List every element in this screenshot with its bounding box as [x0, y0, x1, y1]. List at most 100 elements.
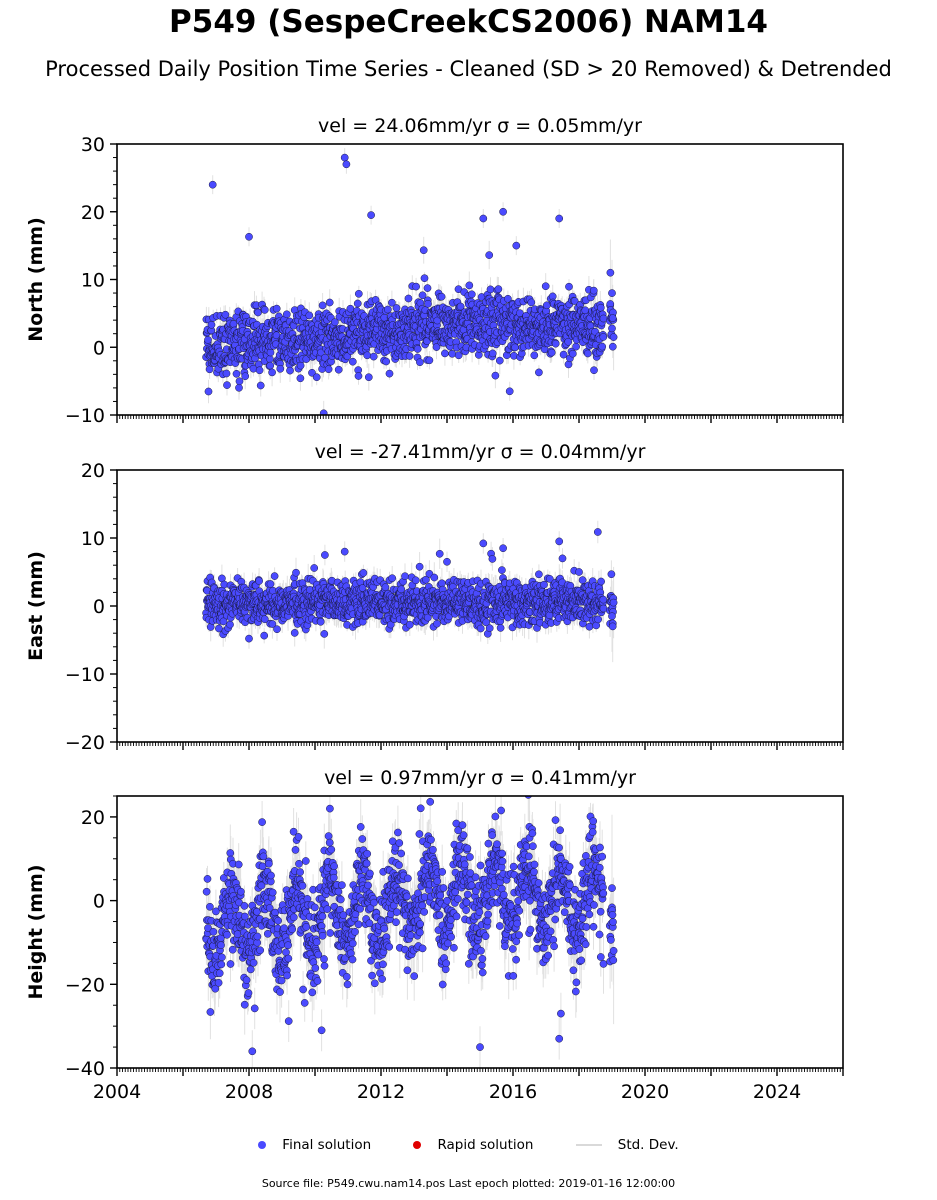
data-point: [570, 297, 579, 305]
data-point: [509, 862, 518, 871]
data-point: [218, 953, 226, 962]
data-point: [556, 826, 564, 835]
data-point: [483, 917, 492, 926]
data-point: [228, 945, 237, 954]
data-point: [321, 551, 329, 559]
data-point: [452, 912, 461, 921]
data-point: [551, 915, 560, 924]
data-point: [478, 954, 487, 963]
data-point: [491, 371, 500, 380]
data-point: [300, 999, 309, 1007]
data-point: [465, 281, 474, 290]
data-point: [245, 232, 253, 241]
data-point: [526, 925, 535, 934]
panel-title: vel = 0.97mm/yr σ = 0.41mm/yr: [324, 767, 636, 789]
data-point: [488, 555, 497, 563]
data-point: [329, 873, 338, 882]
data-point: [511, 343, 519, 352]
data-point: [456, 302, 465, 311]
data-point: [438, 579, 446, 588]
data-point: [418, 901, 427, 910]
data-point: [596, 303, 605, 312]
data-point: [388, 574, 397, 583]
data-point: [214, 978, 223, 987]
data-point: [392, 304, 401, 312]
data-point: [254, 308, 262, 317]
data-point: [203, 875, 212, 883]
data-point: [308, 368, 316, 377]
data-point: [420, 274, 429, 283]
data-point: [609, 598, 618, 607]
data-point: [277, 976, 286, 985]
y-axis-label: Height (mm): [25, 864, 47, 999]
data-layer: [202, 796, 618, 1068]
data-point: [582, 923, 591, 931]
y-tick-label: −20: [65, 732, 105, 754]
data-point: [237, 887, 245, 896]
data-point: [427, 835, 435, 844]
data-point: [493, 840, 501, 849]
data-point: [571, 987, 580, 996]
data-point: [282, 310, 291, 319]
data-point: [551, 816, 560, 824]
data-point: [608, 342, 617, 351]
data-point: [388, 298, 396, 307]
data-point: [367, 211, 375, 219]
data-point: [222, 369, 231, 378]
data-point: [524, 852, 533, 861]
data-point: [515, 931, 523, 939]
data-point: [240, 902, 249, 910]
data-point: [245, 634, 253, 643]
data-point: [294, 833, 303, 841]
data-point: [607, 570, 616, 579]
data-point: [438, 980, 447, 989]
data-point: [555, 537, 564, 546]
data-point: [404, 294, 413, 303]
panel-height: vel = 0.97mm/yr σ = 0.41mm/yr Height (mm)…: [25, 767, 844, 1103]
data-point: [342, 160, 351, 169]
y-axis-label: North (mm): [25, 217, 47, 342]
data-point: [403, 966, 412, 975]
data-point: [296, 374, 305, 383]
data-point: [504, 294, 512, 303]
data-point: [444, 939, 452, 948]
data-point: [418, 291, 427, 300]
data-point: [206, 902, 214, 911]
data-point: [240, 1000, 249, 1009]
data-point: [568, 349, 577, 358]
data-point: [295, 859, 303, 868]
data-layer: [202, 520, 618, 663]
data-point: [479, 214, 488, 223]
data-point: [565, 862, 574, 871]
data-point: [478, 968, 487, 977]
data-point: [488, 831, 497, 840]
data-point: [524, 796, 532, 799]
data-point: [331, 318, 339, 327]
data-point: [530, 351, 539, 360]
data-point: [572, 342, 580, 351]
data-point: [448, 349, 457, 358]
panel-north: vel = 24.06mm/yr σ = 0.05mm/yr North (mm)…: [25, 115, 844, 427]
data-point: [585, 622, 594, 631]
data-point: [432, 343, 441, 351]
panel-east: vel = -27.41mm/yr σ = 0.04mm/yr East (mm)…: [25, 441, 844, 754]
data-point: [354, 920, 363, 929]
data-point: [266, 361, 275, 370]
data-point: [559, 350, 568, 359]
data-point: [499, 207, 507, 216]
data-point: [336, 895, 345, 904]
data-point: [397, 585, 406, 594]
data-point: [256, 381, 265, 390]
data-point: [481, 932, 490, 941]
data-point: [395, 839, 404, 847]
panel-title: vel = 24.06mm/yr σ = 0.05mm/yr: [318, 115, 642, 137]
data-point: [534, 879, 543, 887]
data-point: [313, 977, 322, 985]
y-tick-label: 20: [81, 460, 105, 482]
y-tick-label: −10: [65, 664, 105, 686]
data-point: [550, 942, 558, 951]
data-point: [443, 557, 451, 566]
data-point: [433, 877, 442, 886]
data-point: [411, 576, 420, 585]
data-point: [255, 577, 263, 585]
